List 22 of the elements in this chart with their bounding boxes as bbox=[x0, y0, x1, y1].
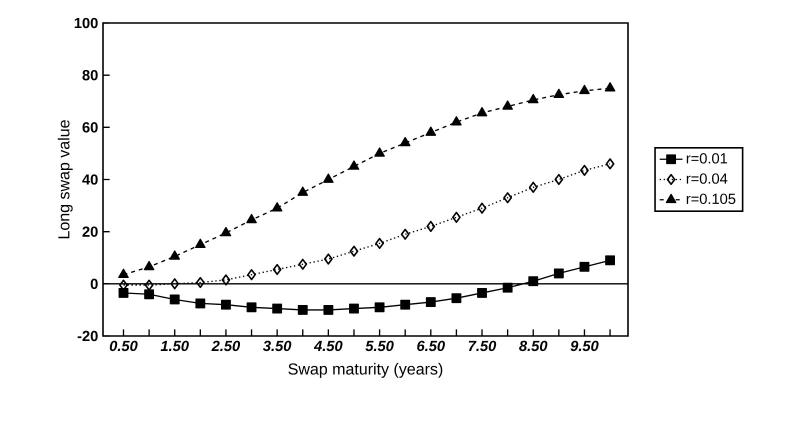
x-tick-label: 1.50 bbox=[160, 340, 189, 352]
y-axis-title: Long swap value bbox=[58, 120, 73, 238]
x-tick-label: 5.50 bbox=[365, 340, 394, 352]
legend-label: r=0.01 bbox=[686, 153, 728, 164]
x-tick-label: 0.50 bbox=[110, 340, 138, 352]
y-tick-label: 80 bbox=[82, 70, 98, 80]
x-tick-label: 4.50 bbox=[314, 340, 342, 352]
y-tick-label: 20 bbox=[82, 226, 98, 237]
y-tick-label: 0 bbox=[90, 278, 98, 290]
x-axis-title: Swap maturity (years) bbox=[288, 362, 442, 378]
x-tick-label: 2.50 bbox=[211, 340, 240, 352]
y-tick-label: 40 bbox=[82, 174, 98, 185]
x-tick-label: 3.50 bbox=[262, 340, 292, 352]
y-tick-label: 100 bbox=[74, 18, 98, 28]
y-tick-label: 60 bbox=[82, 122, 98, 133]
y-tick-label: -20 bbox=[78, 330, 98, 342]
x-tick-label: 7.50 bbox=[468, 340, 496, 352]
x-tick-label: 8.50 bbox=[519, 340, 548, 352]
legend-label: r=0.04 bbox=[686, 173, 728, 184]
x-tick-label: 9.50 bbox=[570, 340, 599, 352]
legend-label: r=0.105 bbox=[686, 194, 736, 204]
x-tick-label: 6.50 bbox=[417, 340, 445, 352]
